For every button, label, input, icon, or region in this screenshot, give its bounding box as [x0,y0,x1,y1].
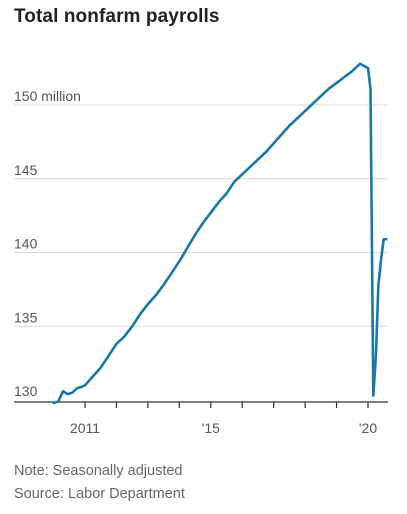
x-tick-label-2015: '15 [202,420,220,436]
chart-title: Total nonfarm payrolls [14,6,220,27]
x-tick-label-2011: 2011 [70,420,100,436]
x-axis: 2011 '15 '20 [14,401,388,436]
y-tick-label-130: 130 [14,383,38,399]
series-layer [52,62,388,405]
y-tick-label-145: 145 [14,162,38,178]
y-tick-label-150: 150 million [14,88,81,104]
x-tick-label-2020: '20 [359,420,377,436]
gridlines [14,104,388,327]
source-note: Source: Labor Department [14,486,185,502]
series-line-0 [52,62,388,405]
y-tick-label-140: 140 [14,236,38,252]
note-seasonally-adjusted: Note: Seasonally adjusted [14,463,183,479]
chart-area: 130 135 140 145 150 million 2011 '15 '20 [14,62,388,436]
y-axis-tick-labels: 130 135 140 145 150 million [14,88,81,399]
y-tick-label-135: 135 [14,309,38,325]
